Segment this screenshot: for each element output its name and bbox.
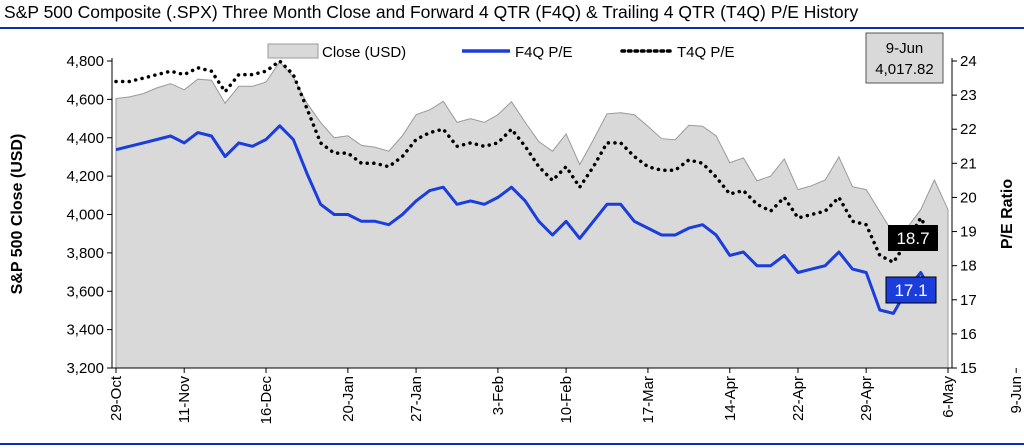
x-tick-label: 9-Jun [1008,376,1024,414]
f4q-value-label: 17.1 [894,281,927,300]
close-value-label: 4,017.82 [875,61,933,78]
x-tick-label: 11-Nov [176,376,193,424]
legend-label-close: Close (USD) [322,44,406,61]
right-tick-label: 24 [960,53,977,70]
left-axis-title: S&P 500 Close (USD) [9,134,26,295]
x-tick-label: 22-Apr [790,376,807,421]
t4q-value-label: 18.7 [896,229,929,248]
right-tick-label: 17 [960,292,977,309]
x-tick-label: 14-Apr [722,376,739,421]
right-tick-label: 15 [960,360,977,377]
legend-label-t4q: T4Q P/E [677,44,735,61]
x-tick-label: 20-Jan [340,376,357,422]
left-tick-label: 3,200 [66,360,104,377]
x-tick-label: 10-Feb [558,376,575,424]
title-rule [0,27,1024,29]
left-tick-label: 4,200 [66,168,104,185]
chart-title: S&P 500 Composite (.SPX) Three Month Clo… [4,2,859,22]
legend-label-f4q: F4Q P/E [515,44,573,61]
close-area-layer [115,60,949,369]
close-date-label: 9-Jun [886,40,924,57]
left-tick-label: 4,800 [66,53,104,70]
pe-lines-layer [114,58,937,315]
x-tick-label: 6-May [940,376,957,418]
x-tick-label: 3-Feb [490,376,507,415]
left-tick-label: 4,000 [66,207,104,224]
legend-swatch-close [267,43,319,59]
left-tick-label: 4,600 [66,91,104,108]
left-tick-label: 4,400 [66,130,104,147]
left-tick-label: 3,600 [66,283,104,300]
x-tick-label: 17-Mar [640,376,657,424]
right-tick-label: 23 [960,87,977,104]
x-tick-label: 29-Apr [858,376,875,421]
right-tick-label: 19 [960,224,977,241]
bottom-rule [0,443,1024,445]
right-tick-label: 22 [960,121,977,138]
right-tick-label: 20 [960,189,977,206]
close-value-box: 9-Jun 4,017.82 [865,32,944,84]
f4q-value-callout: 17.1 [885,276,937,304]
left-tick-label: 3,800 [66,245,104,262]
axes-layer: 3,200 3,400 3,600 3,800 4,000 4,200 4,400 4,600… [9,53,1024,424]
f4q-pe-line [115,124,936,315]
x-tick-label: 29-Oct [108,375,125,421]
close-area [115,60,949,369]
x-tick-label: 16-Dec [258,376,275,425]
right-tick-label: 16 [960,326,977,343]
right-tick-label: 18 [960,258,977,275]
right-axis-title: P/E Ratio [999,179,1016,249]
right-tick-label: 21 [960,155,977,172]
x-tick-label: 27-Jan [408,376,425,422]
legend: Close (USD) F4Q P/E T4Q P/E [267,43,735,61]
t4q-value-callout: 18.7 [888,225,938,251]
t4q-pe-line [114,58,937,265]
left-tick-label: 3,400 [66,322,104,339]
